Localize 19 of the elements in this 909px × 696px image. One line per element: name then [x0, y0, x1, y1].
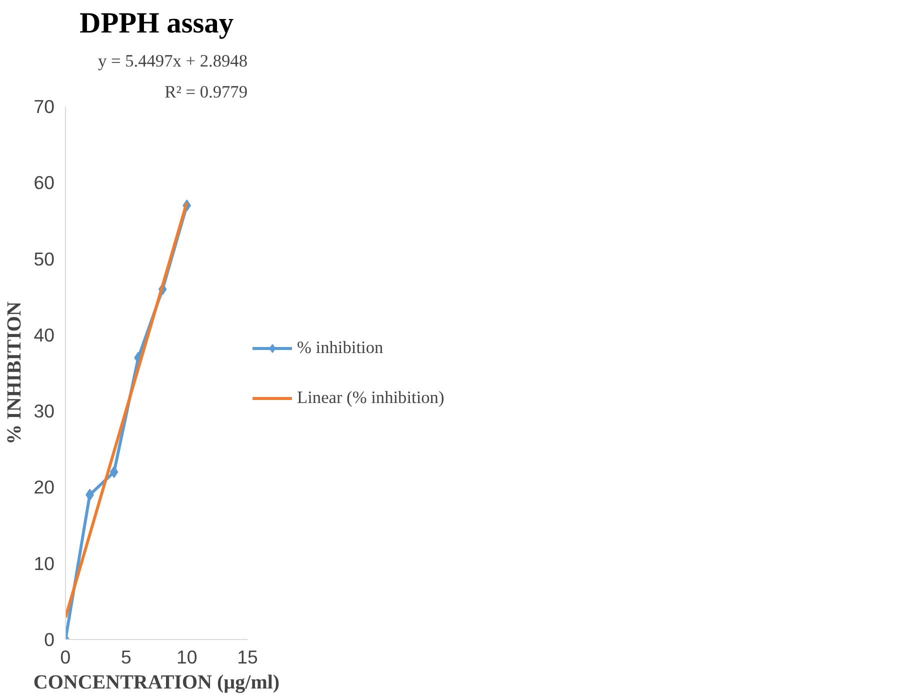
- x-tick-label: 15: [237, 646, 258, 668]
- y-tick-label: 50: [34, 248, 55, 270]
- y-tick-label: 70: [34, 96, 55, 117]
- y-axis-title: % INHIBITION: [4, 301, 26, 444]
- chart-title: DPPH assay: [80, 8, 234, 40]
- legend-label: % inhibition: [297, 338, 384, 358]
- y-tick-label: 60: [34, 172, 55, 194]
- x-tick-label: 5: [120, 646, 132, 668]
- y-tick-label: 40: [34, 324, 55, 346]
- x-tick-label: 0: [60, 646, 71, 668]
- text: R² = 0.9779: [164, 82, 248, 102]
- x-axis-title: CONCENTRATION (µg/ml): [33, 672, 280, 694]
- text: y = 5.4497x + 2.8948: [98, 52, 248, 70]
- legend-label: Linear (% inhibition): [297, 388, 444, 408]
- y-tick-label: 30: [34, 400, 55, 422]
- y-tick-label: 0: [44, 629, 55, 650]
- y-tick-label: 20: [34, 476, 55, 498]
- x-tick-label: 10: [176, 646, 198, 668]
- y-tick-label: 10: [34, 552, 55, 574]
